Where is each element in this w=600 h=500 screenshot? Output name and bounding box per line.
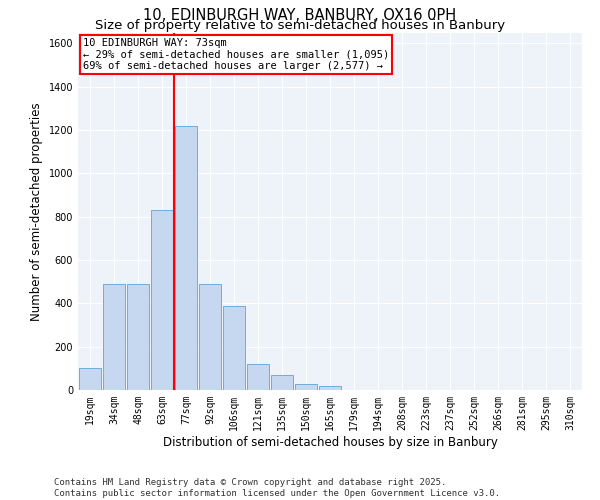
X-axis label: Distribution of semi-detached houses by size in Banbury: Distribution of semi-detached houses by … bbox=[163, 436, 497, 448]
Bar bbox=[175, 126, 197, 390]
Y-axis label: Number of semi-detached properties: Number of semi-detached properties bbox=[30, 102, 43, 320]
Text: 10 EDINBURGH WAY: 73sqm
← 29% of semi-detached houses are smaller (1,095)
69% of: 10 EDINBURGH WAY: 73sqm ← 29% of semi-de… bbox=[83, 38, 389, 71]
Bar bbox=[199, 284, 221, 390]
Bar bbox=[247, 364, 269, 390]
Text: 10, EDINBURGH WAY, BANBURY, OX16 0PH: 10, EDINBURGH WAY, BANBURY, OX16 0PH bbox=[143, 8, 457, 22]
Bar bbox=[223, 306, 245, 390]
Bar bbox=[151, 210, 173, 390]
Bar bbox=[127, 284, 149, 390]
Bar bbox=[319, 386, 341, 390]
Bar bbox=[103, 284, 125, 390]
Text: Size of property relative to semi-detached houses in Banbury: Size of property relative to semi-detach… bbox=[95, 19, 505, 32]
Bar bbox=[271, 375, 293, 390]
Text: Contains HM Land Registry data © Crown copyright and database right 2025.
Contai: Contains HM Land Registry data © Crown c… bbox=[54, 478, 500, 498]
Bar bbox=[79, 368, 101, 390]
Bar bbox=[295, 384, 317, 390]
